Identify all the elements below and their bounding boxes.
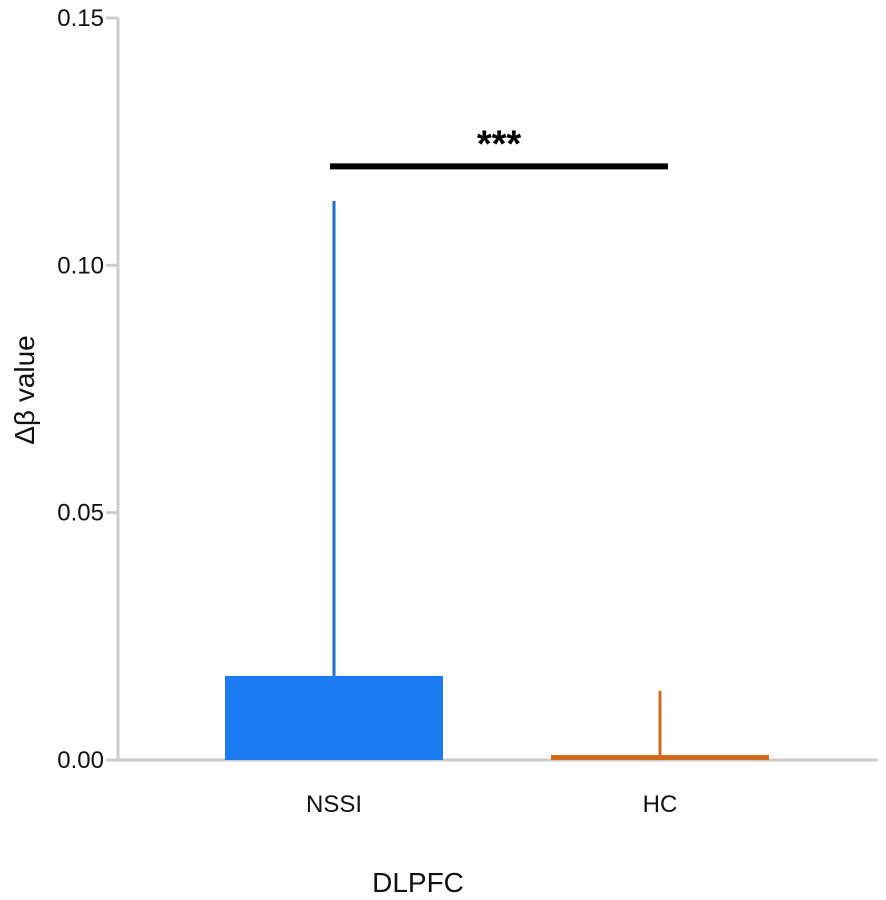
bar-hc [551,755,769,760]
x-tick-label: NSSI [306,791,362,818]
significance-annotation: *** [330,123,668,170]
significance-label: *** [477,123,522,165]
x-tick-label: HC [643,791,678,818]
y-tick-label: 0.15 [57,5,104,32]
bar-nssi [225,675,443,760]
y-axis-title: Δβ value [9,335,40,445]
y-axis: 0.00 0.05 0.10 0.15 [57,5,120,774]
error-bars [332,201,662,756]
y-tick-label: 0.00 [57,747,104,774]
y-tick-label: 0.05 [57,500,104,527]
x-axis-title: DLPFC [372,867,464,898]
y-tick-label: 0.10 [57,252,104,279]
bars [225,675,769,760]
x-axis: NSSI HC [118,758,878,818]
